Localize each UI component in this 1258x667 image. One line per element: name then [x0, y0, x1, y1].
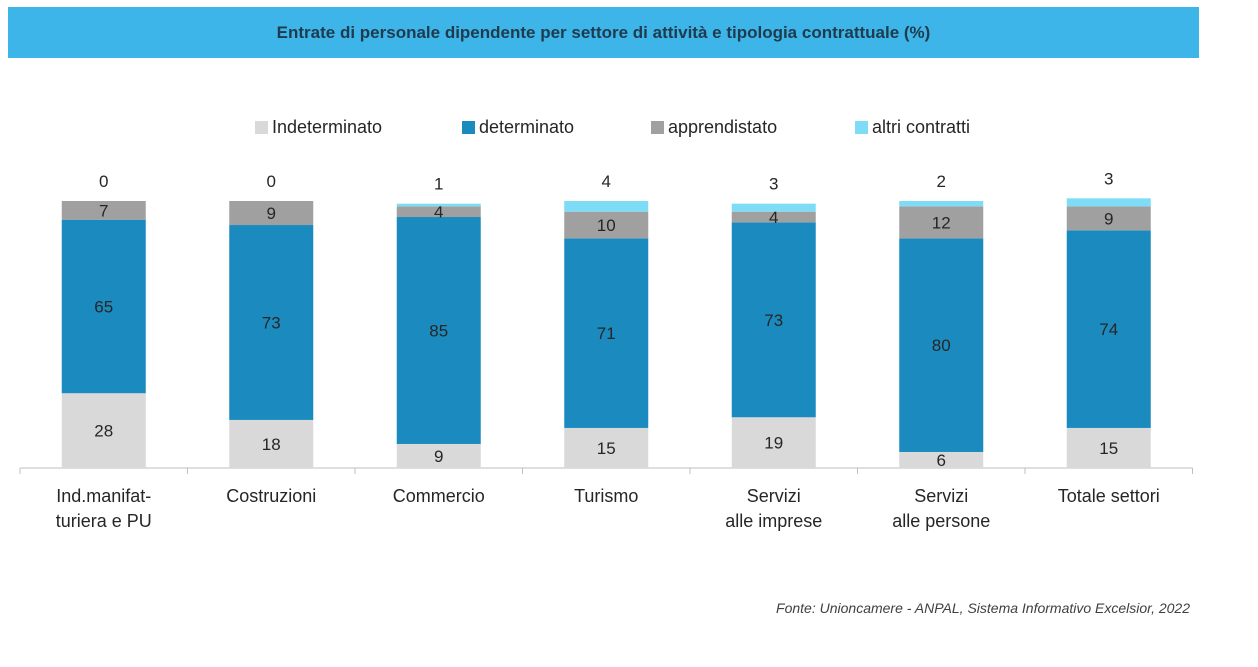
data-label-apprendistato: 4 [769, 208, 778, 227]
bar-segment-determinato [731, 222, 816, 418]
bar-segment-altri-contratti [731, 203, 816, 212]
bar-segment-indeterminato [229, 419, 314, 468]
legend: Indeterminato determinato apprendistato alt… [0, 117, 1258, 143]
bar-segment-determinato [564, 238, 649, 428]
legend-item-determinato: determinato [462, 117, 574, 138]
data-label-determinato: 85 [429, 321, 448, 340]
data-label-determinato: 71 [597, 324, 616, 343]
bar-segment-determinato [396, 217, 481, 444]
category-label: alle imprese [725, 511, 822, 531]
legend-label: Indeterminato [272, 117, 383, 137]
bar-segment-determinato [229, 225, 314, 420]
bar-segment-apprendistato [564, 211, 649, 239]
bar-segment-altri-contratti [396, 203, 481, 207]
data-label-indeterminato: 18 [262, 435, 281, 454]
chart-title: Entrate di personale dipendente per sett… [276, 22, 931, 42]
bar-segment-determinato [61, 219, 146, 394]
chart-title-bar: Entrate di personale dipendente per sett… [8, 7, 1199, 58]
data-label-determinato: 73 [764, 311, 783, 330]
bar-segment-altri-contratti [1066, 198, 1151, 207]
data-label-altri-contratti: 0 [99, 172, 108, 191]
bar-segment-indeterminato [396, 443, 481, 468]
category-label: Commercio [393, 486, 485, 506]
bar-segment-apprendistato [899, 206, 984, 239]
source-note: Fonte: Unioncamere - ANPAL, Sistema Info… [776, 600, 1190, 616]
bar-segment-indeterminato [1066, 427, 1151, 468]
data-label-determinato: 65 [94, 297, 113, 316]
data-label-indeterminato: 15 [597, 439, 616, 458]
bar-segment-apprendistato [731, 211, 816, 223]
category-label: Turismo [574, 486, 638, 506]
bar-segment-apprendistato [1066, 206, 1151, 231]
bar-segment-altri-contratti [564, 201, 649, 212]
category-label: Ind.manifat- [56, 486, 151, 506]
data-label-indeterminato: 28 [94, 422, 113, 441]
bar-segment-apprendistato [396, 206, 481, 218]
category-label: Servizi [914, 486, 968, 506]
data-label-altri-contratti: 4 [602, 172, 611, 191]
data-label-determinato: 80 [932, 336, 951, 355]
data-label-apprendistato: 7 [99, 201, 108, 220]
data-label-apprendistato: 10 [597, 216, 616, 235]
legend-label: apprendistato [668, 117, 778, 137]
data-label-apprendistato: 12 [932, 213, 951, 232]
bar-segment-apprendistato [61, 201, 146, 220]
bar-segment-altri-contratti [899, 201, 984, 207]
bar-segment-indeterminato [564, 427, 649, 468]
data-label-indeterminato: 19 [764, 434, 783, 453]
legend-item-apprendistato: apprendistato [651, 117, 777, 138]
legend-swatch [255, 121, 268, 134]
legend-label: determinato [479, 117, 575, 137]
data-label-altri-contratti: 1 [434, 175, 443, 194]
legend-swatch [855, 121, 868, 134]
category-label: turiera e PU [56, 511, 152, 531]
legend-item-altri-contratti: altri contratti [855, 117, 970, 138]
category-label: Servizi [747, 486, 801, 506]
category-label: Totale settori [1058, 486, 1160, 506]
legend-swatch [462, 121, 475, 134]
legend-swatch [651, 121, 664, 134]
legend-label: altri contratti [872, 117, 971, 137]
data-label-apprendistato: 9 [267, 204, 276, 223]
bar-segment-indeterminato [61, 393, 146, 468]
bar-segment-indeterminato [731, 417, 816, 468]
category-label: Costruzioni [226, 486, 316, 506]
data-label-determinato: 73 [262, 313, 281, 332]
data-label-apprendistato: 9 [1104, 209, 1113, 228]
bar-segment-apprendistato [229, 201, 314, 226]
data-label-indeterminato: 15 [1099, 439, 1118, 458]
category-label: alle persone [892, 511, 990, 531]
data-label-altri-contratti: 3 [769, 175, 778, 194]
data-label-indeterminato: 6 [937, 451, 946, 470]
data-label-altri-contratti: 0 [267, 172, 276, 191]
bar-segment-determinato [899, 238, 984, 452]
data-label-apprendistato: 4 [434, 203, 443, 222]
data-label-indeterminato: 9 [434, 447, 443, 466]
bar-segment-determinato [1066, 230, 1151, 428]
data-label-determinato: 74 [1099, 320, 1118, 339]
legend-item-indeterminato: Indeterminato [255, 117, 382, 138]
bar-segment-indeterminato [899, 451, 984, 468]
data-label-altri-contratti: 3 [1104, 169, 1113, 188]
data-label-altri-contratti: 2 [937, 172, 946, 191]
